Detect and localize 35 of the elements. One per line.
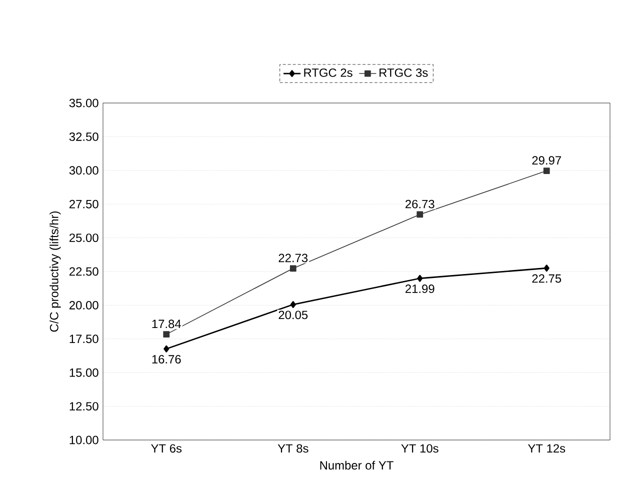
data-label: 22.75 xyxy=(532,274,562,283)
y-axis-title: C/C productivy (lifts/hr) xyxy=(50,211,61,332)
point xyxy=(290,265,296,272)
data-label: 29.97 xyxy=(532,156,561,165)
x-tick-label: YT 10s xyxy=(401,444,438,453)
point xyxy=(416,211,424,218)
y-tick-label: 25.00 xyxy=(69,234,98,242)
point xyxy=(163,331,170,338)
y-tick-label: 12.50 xyxy=(70,402,98,411)
x-tick-label: YT 8s xyxy=(278,444,308,453)
point xyxy=(417,274,423,282)
y-tick-label: 32.50 xyxy=(69,132,98,141)
x-tick-label: YT 12s xyxy=(528,444,566,453)
data-label: 26.73 xyxy=(406,200,434,208)
point xyxy=(544,264,550,272)
legend-label: RTGC 3s xyxy=(380,68,428,77)
y-tick-label: 17.50 xyxy=(70,334,98,344)
y-tick-label: 35.00 xyxy=(69,98,98,108)
y-tick-label: 15.00 xyxy=(70,368,98,377)
data-label: 22.73 xyxy=(278,254,308,262)
data-label: 17.84 xyxy=(152,320,181,328)
x-axis-title: Number of YT xyxy=(320,460,394,470)
y-tick-label: 30.00 xyxy=(69,166,98,175)
y-tick-label: 10.00 xyxy=(70,436,98,444)
data-label: 16.76 xyxy=(152,355,181,364)
point xyxy=(543,168,550,174)
y-tick-label: 22.50 xyxy=(69,267,98,276)
legend-label: RTGC 2s xyxy=(304,68,352,77)
data-label: 20.05 xyxy=(278,310,308,320)
point xyxy=(290,301,296,308)
point xyxy=(164,345,170,352)
data-label: 21.99 xyxy=(406,284,434,294)
y-tick-label: 20.00 xyxy=(69,300,98,310)
y-tick-label: 27.50 xyxy=(69,200,98,208)
x-tick-label: YT 6s xyxy=(151,444,182,453)
